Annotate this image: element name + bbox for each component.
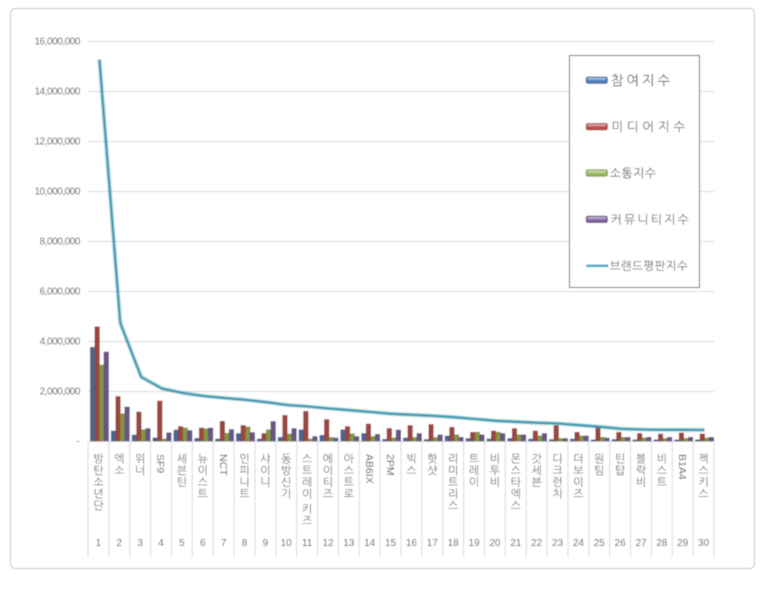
svg-text:20: 20 (489, 538, 501, 549)
svg-text:22: 22 (531, 538, 543, 549)
svg-text:28: 28 (656, 538, 668, 549)
svg-text:7: 7 (221, 538, 227, 549)
svg-text:2,000,000: 2,000,000 (40, 387, 81, 398)
svg-text:6: 6 (200, 538, 206, 549)
svg-text:26: 26 (615, 538, 627, 549)
svg-text:3: 3 (137, 538, 143, 549)
svg-text:AB6IX: AB6IX (363, 454, 375, 484)
svg-text:13: 13 (343, 538, 355, 549)
svg-text:5: 5 (179, 538, 185, 549)
svg-text:10,000,000: 10,000,000 (34, 187, 80, 198)
svg-text:4: 4 (158, 538, 164, 549)
svg-text:24: 24 (573, 538, 585, 549)
svg-text:15: 15 (385, 538, 397, 549)
svg-text:B1A4: B1A4 (676, 454, 688, 480)
svg-text:12,000,000: 12,000,000 (34, 137, 80, 148)
svg-text:SF9: SF9 (154, 454, 166, 473)
svg-text:4,000,000: 4,000,000 (40, 337, 81, 348)
svg-text:17: 17 (427, 538, 439, 549)
svg-text:14,000,000: 14,000,000 (34, 87, 80, 98)
svg-text:14: 14 (364, 538, 376, 549)
svg-text:29: 29 (677, 538, 689, 549)
svg-text:8: 8 (242, 538, 248, 549)
svg-text:25: 25 (594, 538, 606, 549)
svg-text:NCT: NCT (217, 454, 229, 476)
svg-text:6,000,000: 6,000,000 (40, 287, 81, 298)
svg-text:2: 2 (117, 538, 123, 549)
svg-text:2PM: 2PM (384, 454, 396, 476)
svg-text:8,000,000: 8,000,000 (40, 237, 81, 248)
svg-text:21: 21 (510, 538, 522, 549)
svg-text:16: 16 (406, 538, 418, 549)
svg-text:12: 12 (322, 538, 334, 549)
svg-text:19: 19 (468, 538, 480, 549)
svg-text:-: - (77, 436, 81, 448)
svg-text:11: 11 (302, 538, 313, 549)
svg-text:1: 1 (96, 538, 102, 549)
svg-text:10: 10 (281, 538, 293, 549)
svg-text:9: 9 (263, 538, 269, 549)
svg-text:23: 23 (552, 538, 564, 549)
svg-text:16,000,000: 16,000,000 (34, 37, 80, 48)
svg-text:18: 18 (448, 538, 460, 549)
svg-text:30: 30 (698, 538, 710, 549)
svg-text:27: 27 (635, 538, 647, 549)
